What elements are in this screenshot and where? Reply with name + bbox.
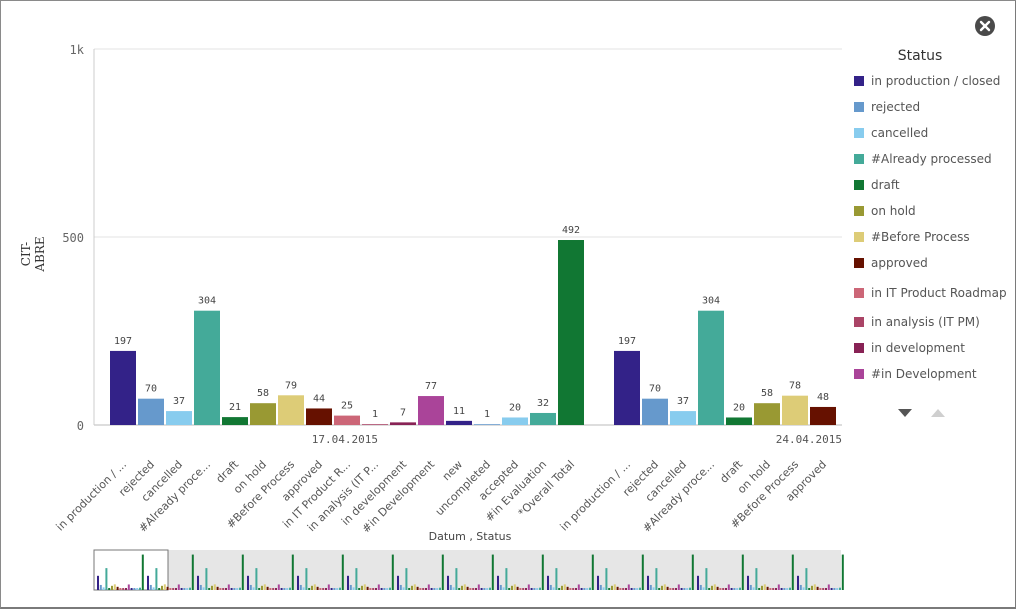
legend-swatch (854, 232, 864, 242)
x-axis-title: Datum , Status (428, 530, 512, 543)
legend-label: in IT Product Roadmap (871, 286, 1007, 300)
legend-scroll-down-icon[interactable] (898, 409, 912, 417)
legend: Status in production / closed rejected can… (845, 40, 1015, 420)
legend-label: cancelled (871, 126, 929, 140)
legend-swatch (854, 369, 864, 379)
legend-swatch (854, 154, 864, 164)
legend-scroll-up-icon[interactable] (931, 409, 945, 417)
legend-swatch (854, 343, 864, 353)
y-axis-title: CIT-ABRE (19, 236, 47, 272)
legend-title: Status (897, 48, 943, 64)
legend-label: draft (871, 178, 900, 192)
legend-label: in development (871, 341, 965, 355)
legend-label: in analysis (IT PM) (871, 315, 980, 329)
legend-label: #Before Process (871, 230, 970, 244)
legend-nav (898, 406, 958, 420)
legend-swatch (854, 128, 864, 138)
legend-swatch (854, 317, 864, 327)
legend-item[interactable]: in analysis (IT PM) (854, 315, 980, 333)
legend-label: approved (871, 256, 928, 270)
legend-label: #in Development (871, 367, 977, 381)
legend-label: in production / closed (871, 74, 1001, 88)
legend-label: rejected (871, 100, 921, 114)
legend-item[interactable]: #in Development (854, 367, 977, 385)
legend-item[interactable]: cancelled (854, 126, 928, 144)
legend-swatch (854, 102, 864, 112)
legend-swatch (854, 180, 864, 190)
legend-item[interactable]: in development (854, 341, 965, 359)
legend-swatch (854, 206, 864, 216)
close-icon[interactable] (975, 16, 995, 36)
legend-label: #Already processed (871, 152, 992, 166)
legend-swatch (854, 288, 864, 298)
legend-item[interactable]: in IT Product Roadmap (854, 286, 1007, 304)
legend-item[interactable]: in production / closed (854, 74, 1000, 92)
legend-item[interactable]: #Already processed (854, 152, 992, 170)
legend-item[interactable]: draft (854, 178, 900, 196)
legend-item[interactable]: rejected (854, 100, 920, 118)
legend-item[interactable]: on hold (854, 204, 916, 222)
legend-swatch (854, 258, 864, 268)
legend-swatch (854, 76, 864, 86)
legend-item[interactable]: approved (854, 256, 928, 274)
legend-item[interactable]: #Before Process (854, 230, 970, 248)
legend-label: on hold (871, 204, 916, 218)
